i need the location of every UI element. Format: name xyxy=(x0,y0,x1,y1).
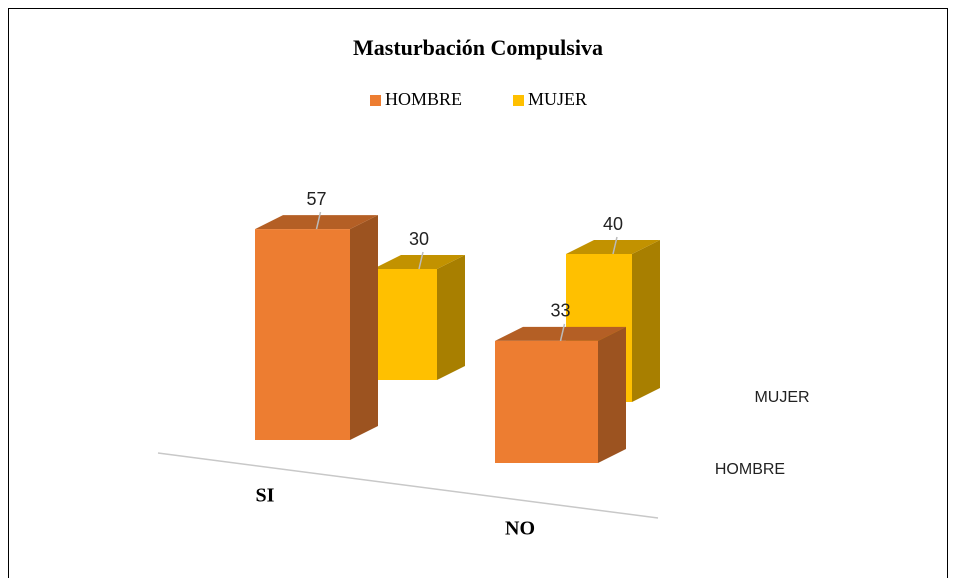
floor-line xyxy=(157,452,659,519)
depth-tick-label: HOMBRE xyxy=(715,461,785,478)
bar xyxy=(255,229,350,440)
bar xyxy=(373,269,437,380)
legend-swatch xyxy=(513,95,524,106)
legend-label: MUJER xyxy=(528,89,587,109)
data-label: 57 xyxy=(306,189,326,209)
bar xyxy=(495,340,598,463)
bar-side xyxy=(598,326,626,463)
legend: HOMBRE MUJER xyxy=(370,89,587,109)
bar-side xyxy=(437,255,465,380)
chart-title: Masturbación Compulsiva xyxy=(353,35,603,60)
chart-border xyxy=(8,8,948,583)
leader-line xyxy=(315,211,322,230)
legend-swatch xyxy=(370,95,381,106)
leader-line xyxy=(418,251,424,270)
legend-label: HOMBRE xyxy=(385,89,462,109)
leader-line xyxy=(559,323,566,342)
x-tick-label: NO xyxy=(505,518,535,540)
plot-area: 30 40 57 33 xyxy=(255,189,660,463)
x-tick-label: SI xyxy=(256,485,275,507)
bar-top xyxy=(373,255,465,269)
depth-tick-label: MUJER xyxy=(754,389,809,406)
bar-side xyxy=(350,215,378,440)
bar-side xyxy=(632,240,660,402)
bar-top xyxy=(566,240,660,254)
data-label: 30 xyxy=(409,229,429,249)
bar-top xyxy=(255,215,378,230)
data-label: 33 xyxy=(550,301,570,321)
leader-line xyxy=(612,236,618,255)
bar-top xyxy=(495,326,626,341)
data-label: 40 xyxy=(603,214,623,234)
